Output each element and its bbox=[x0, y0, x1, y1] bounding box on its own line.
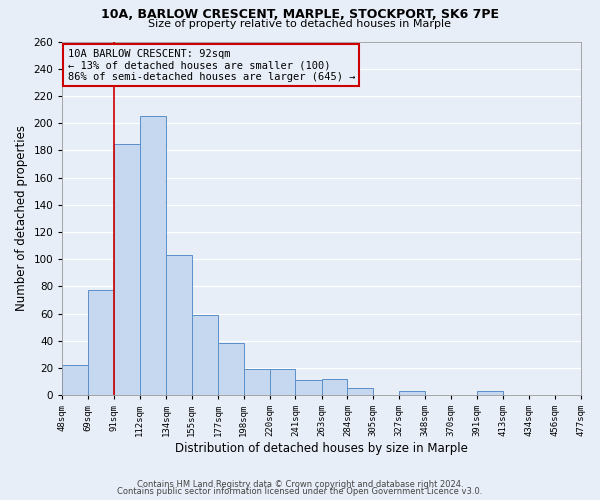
Text: Contains public sector information licensed under the Open Government Licence v3: Contains public sector information licen… bbox=[118, 488, 482, 496]
Bar bbox=[476, 391, 503, 395]
Bar bbox=[114, 144, 140, 395]
Bar bbox=[140, 116, 166, 395]
Y-axis label: Number of detached properties: Number of detached properties bbox=[15, 126, 28, 312]
Bar bbox=[347, 388, 373, 395]
Text: 10A BARLOW CRESCENT: 92sqm
← 13% of detached houses are smaller (100)
86% of sem: 10A BARLOW CRESCENT: 92sqm ← 13% of deta… bbox=[68, 48, 355, 82]
Bar bbox=[295, 380, 322, 395]
Text: Size of property relative to detached houses in Marple: Size of property relative to detached ho… bbox=[149, 19, 452, 29]
Bar bbox=[270, 370, 295, 395]
Bar bbox=[191, 315, 218, 395]
Text: 10A, BARLOW CRESCENT, MARPLE, STOCKPORT, SK6 7PE: 10A, BARLOW CRESCENT, MARPLE, STOCKPORT,… bbox=[101, 8, 499, 20]
Bar bbox=[166, 255, 191, 395]
Bar bbox=[218, 344, 244, 395]
Bar bbox=[88, 290, 114, 395]
Bar bbox=[400, 391, 425, 395]
Bar bbox=[244, 370, 270, 395]
Bar bbox=[62, 365, 88, 395]
X-axis label: Distribution of detached houses by size in Marple: Distribution of detached houses by size … bbox=[175, 442, 468, 455]
Bar bbox=[322, 379, 347, 395]
Text: Contains HM Land Registry data © Crown copyright and database right 2024.: Contains HM Land Registry data © Crown c… bbox=[137, 480, 463, 489]
